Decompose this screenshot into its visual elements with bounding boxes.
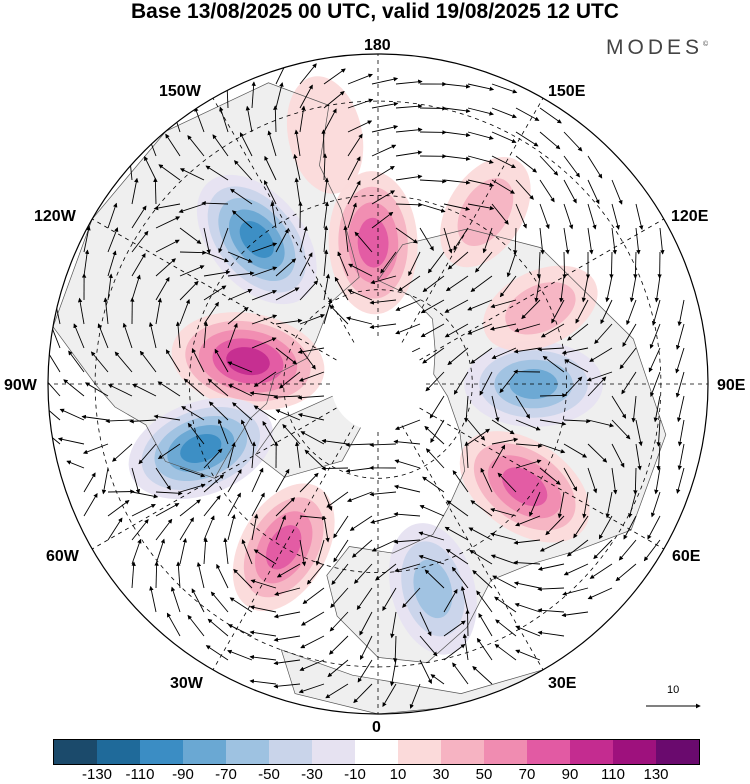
wind-vector bbox=[322, 468, 348, 469]
colorbar-ticks: -130 -110 -90 -70 -50 -30 -10 10 30 50 70 90 110 130 bbox=[0, 766, 750, 784]
wind-vector bbox=[611, 252, 612, 278]
colorbar-tick-label: 130 bbox=[643, 766, 668, 783]
colorbar-swatch-8 bbox=[398, 740, 441, 764]
lon-label-90e: 90E bbox=[717, 377, 745, 395]
lon-label-150w: 150W bbox=[159, 83, 201, 101]
lon-label-0: 0 bbox=[372, 719, 381, 737]
colorbar-tick-label: 70 bbox=[519, 766, 536, 783]
colorbar-swatch-13 bbox=[613, 740, 656, 764]
lon-label-150e: 150E bbox=[548, 83, 585, 101]
colorbar-tick-label: -10 bbox=[344, 766, 366, 783]
pole-mask bbox=[331, 337, 425, 431]
colorbar-swatch-9 bbox=[441, 740, 484, 764]
colorbar-swatch-2 bbox=[140, 740, 183, 764]
colorbar-swatch-7 bbox=[355, 740, 398, 764]
reference-vector-label: 10 bbox=[667, 684, 679, 696]
colorbar-swatch-4 bbox=[226, 740, 269, 764]
colorbar-tick-label: -90 bbox=[172, 766, 194, 783]
lon-label-120e: 120E bbox=[671, 208, 708, 226]
wind-vector bbox=[420, 108, 446, 109]
colorbar-tick-label: 110 bbox=[601, 766, 625, 783]
colorbar-swatch-14 bbox=[656, 740, 699, 764]
colorbar-tick-label: -50 bbox=[258, 766, 280, 783]
colorbar-swatch-3 bbox=[183, 740, 226, 764]
lon-label-90w: 90W bbox=[4, 377, 37, 395]
wind-vector bbox=[324, 130, 325, 156]
colorbar-tick-label: -130 bbox=[82, 766, 112, 783]
colorbar-swatch-12 bbox=[570, 740, 613, 764]
colorbar-swatch-1 bbox=[97, 740, 140, 764]
colorbar-tick-label: -70 bbox=[215, 766, 237, 783]
colorbar bbox=[53, 739, 700, 765]
colorbar-tick-label: -110 bbox=[126, 766, 155, 783]
colorbar-tick-label: 90 bbox=[562, 766, 579, 783]
colorbar-tick-label: 50 bbox=[476, 766, 493, 783]
wind-vector bbox=[564, 252, 565, 278]
colorbar-swatch-11 bbox=[527, 740, 570, 764]
colorbar-tick-label: -30 bbox=[301, 766, 323, 783]
lon-label-30w: 30W bbox=[170, 675, 203, 693]
colorbar-swatch-10 bbox=[484, 740, 527, 764]
colorbar-tick-label: 10 bbox=[390, 766, 407, 783]
lon-label-60e: 60E bbox=[672, 548, 700, 566]
colorbar-swatch-5 bbox=[269, 740, 312, 764]
lon-label-60w: 60W bbox=[46, 548, 79, 566]
polar-map bbox=[0, 0, 750, 735]
colorbar-swatch-6 bbox=[312, 740, 355, 764]
wind-vector bbox=[108, 492, 134, 493]
lon-label-180: 180 bbox=[364, 37, 391, 55]
wind-vector bbox=[468, 610, 469, 636]
lon-label-120w: 120W bbox=[34, 208, 76, 226]
colorbar-swatch-0 bbox=[54, 740, 97, 764]
lon-label-30e: 30E bbox=[548, 675, 576, 693]
colorbar-tick-label: 30 bbox=[433, 766, 450, 783]
